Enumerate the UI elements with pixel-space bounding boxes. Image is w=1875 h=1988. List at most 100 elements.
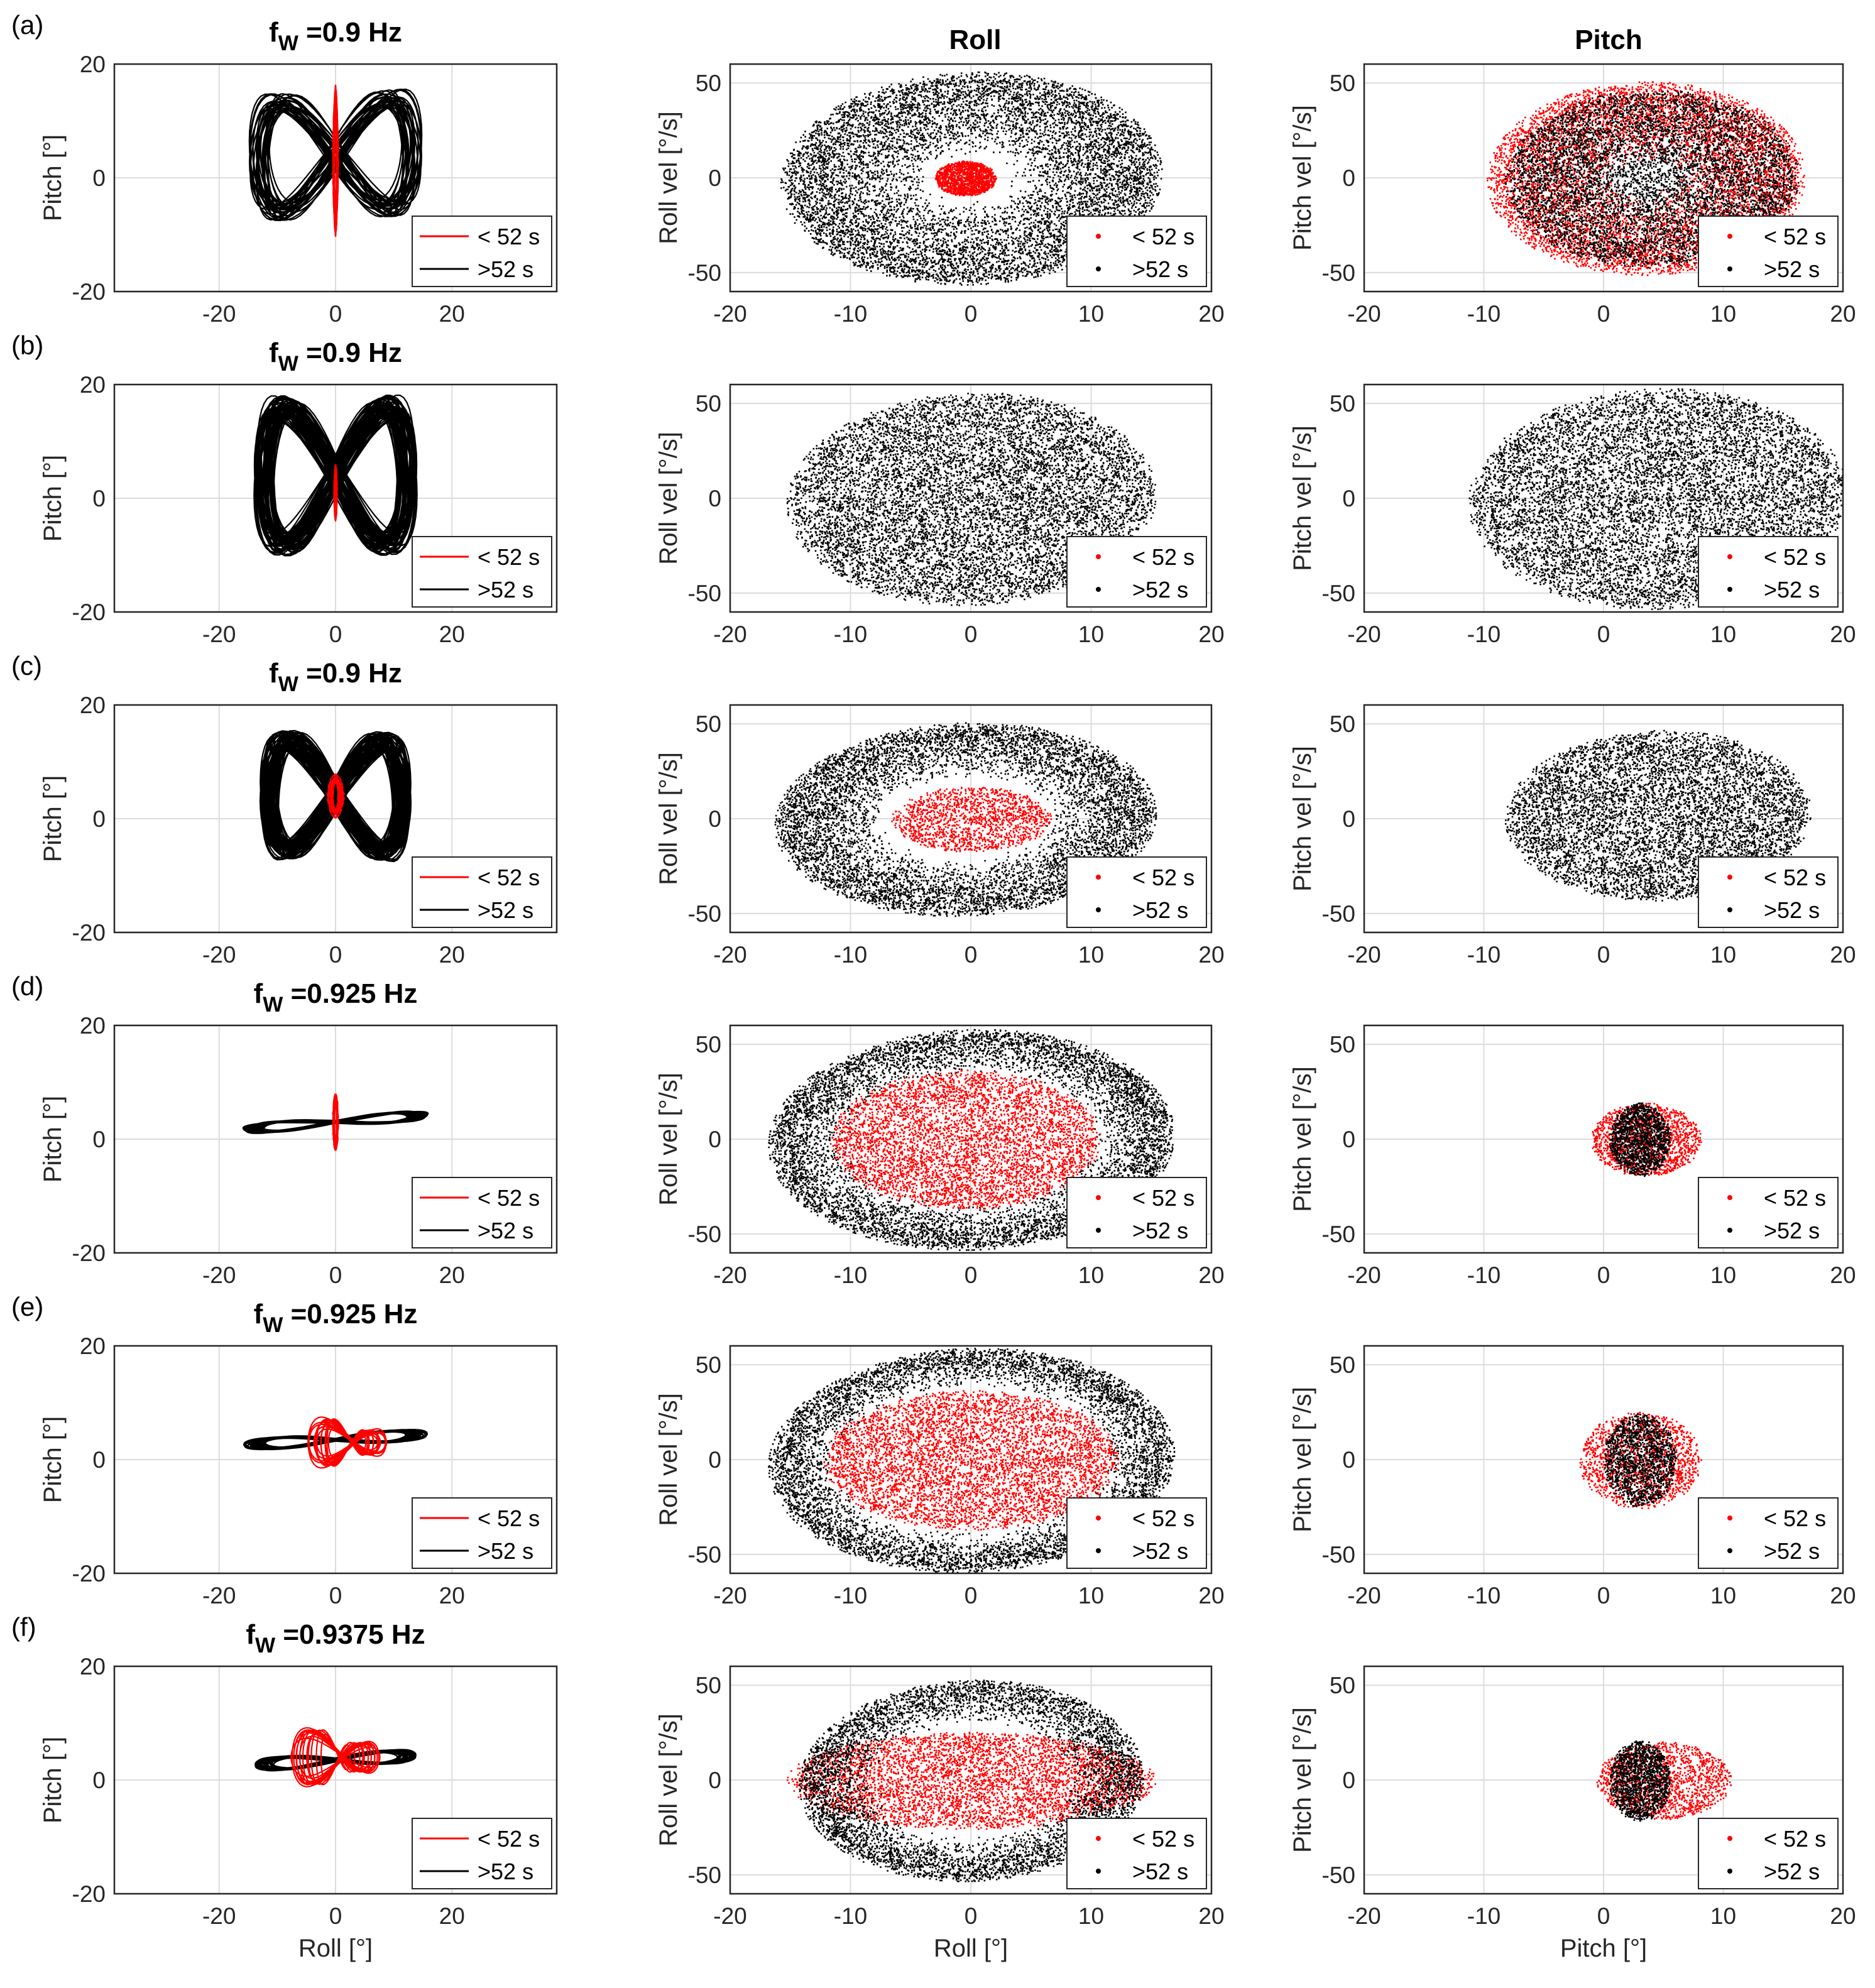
legend-entry-black-swatch xyxy=(1096,907,1101,912)
x-tick-label: 10 xyxy=(1710,1903,1736,1929)
y-tick-label: 50 xyxy=(696,70,721,96)
legend-entry-red-label: < 52 s xyxy=(478,1185,540,1211)
legend: < 52 s >52 s xyxy=(1066,1497,1207,1569)
y-tick-label: 50 xyxy=(1330,1352,1355,1378)
figure-row: (b) fW =0.9 Hz -20 0 20 -20 0 20 Pitch [°] < 52 s… xyxy=(11,330,1856,647)
legend-box xyxy=(412,856,552,928)
y-tick-label: -50 xyxy=(1322,1542,1355,1568)
x-tick-label: 0 xyxy=(965,301,978,327)
y-tick-label: -50 xyxy=(688,260,721,286)
legend-entry-black-swatch xyxy=(1096,587,1101,592)
x-tick-label: -10 xyxy=(834,1583,867,1608)
x-tick-label: -20 xyxy=(713,621,746,647)
series-black-points xyxy=(786,393,1157,606)
x-tick-label: -10 xyxy=(1467,1903,1501,1929)
x-tick-label: 0 xyxy=(329,942,342,968)
axes-box xyxy=(1363,1345,1844,1575)
subplot-4-1: -20 -10 0 10 20 -50 0 50 Roll vel [°/s] < 52 s >52… xyxy=(655,1345,1225,1608)
x-tick-label: 10 xyxy=(1078,301,1104,327)
legend-entry-red-label: < 52 s xyxy=(1764,1826,1826,1852)
series-red-line xyxy=(333,464,338,522)
title-f: f xyxy=(246,1619,255,1650)
x-tick-label: 10 xyxy=(1710,1262,1736,1288)
legend: < 52 s >52 s xyxy=(1698,1818,1839,1889)
figure-row: (c) fW =0.9 Hz -20 0 20 -20 0 20 Pitch [°] < 52 s… xyxy=(11,651,1856,968)
series-red-line xyxy=(307,1416,388,1469)
legend: < 52 s >52 s xyxy=(1066,1177,1207,1248)
legend-box xyxy=(1066,216,1207,287)
panel-label: (c) xyxy=(11,651,42,680)
x-tick-label: -20 xyxy=(1347,621,1380,647)
legend-entry-red-label: < 52 s xyxy=(478,865,540,890)
y-tick-label: -50 xyxy=(688,1862,721,1888)
legend-entry-black-label: >52 s xyxy=(478,1538,533,1564)
panel-title: fW =0.9 Hz xyxy=(269,658,402,696)
x-tick-label: -20 xyxy=(1347,1262,1380,1288)
y-tick-label: 50 xyxy=(696,1673,721,1698)
series-group xyxy=(1505,729,1812,902)
x-tick-label: -20 xyxy=(202,1262,236,1288)
y-axis-label: Pitch [°] xyxy=(39,1096,67,1182)
y-tick-label: 50 xyxy=(1330,711,1355,737)
x-tick-label: 20 xyxy=(1830,621,1856,647)
legend-entry-black-swatch xyxy=(1096,1228,1101,1233)
x-tick-label: 0 xyxy=(1597,301,1610,327)
legend-entry-black-label: >52 s xyxy=(1764,256,1820,282)
legend-entry-red-swatch xyxy=(1727,554,1732,559)
x-tick-label: -20 xyxy=(202,621,236,647)
title-frequency: =0.9 Hz xyxy=(298,337,402,368)
y-tick-label: -50 xyxy=(1322,260,1355,286)
legend-entry-red-label: < 52 s xyxy=(478,544,540,570)
y-tick-label: 0 xyxy=(708,165,721,191)
legend-entry-red-swatch xyxy=(1727,234,1732,239)
series-black-line xyxy=(248,88,423,222)
y-tick-label: 0 xyxy=(92,1447,106,1473)
series-red-points xyxy=(1487,81,1805,276)
x-tick-label: 0 xyxy=(1597,1903,1610,1929)
x-tick-label: 10 xyxy=(1078,942,1104,968)
x-tick-label: -20 xyxy=(202,1583,236,1608)
y-tick-label: 50 xyxy=(696,1352,721,1378)
x-tick-label: 10 xyxy=(1710,1583,1736,1608)
title-frequency: =0.9 Hz xyxy=(298,17,402,48)
y-tick-label: 0 xyxy=(708,1767,721,1793)
series-red-points xyxy=(934,160,997,197)
x-tick-label: 0 xyxy=(965,1903,978,1929)
series-red-points xyxy=(823,1390,1119,1531)
y-axis-label: Roll vel [°/s] xyxy=(655,1393,682,1526)
x-tick-label: 20 xyxy=(1198,942,1224,968)
series-black-points xyxy=(774,722,1157,917)
series-group xyxy=(248,84,423,238)
x-tick-label: 0 xyxy=(965,1262,978,1288)
y-tick-label: -20 xyxy=(72,1881,106,1907)
legend: < 52 s >52 s xyxy=(1698,536,1839,608)
y-tick-label: 0 xyxy=(1342,1767,1355,1793)
legend-box xyxy=(1698,216,1839,287)
x-tick-label: -10 xyxy=(1467,621,1501,647)
x-tick-label: -20 xyxy=(202,301,236,327)
panel-label: (a) xyxy=(11,10,43,40)
x-tick-label: 0 xyxy=(1597,1583,1610,1608)
subplot-3-2: -20 -10 0 10 20 -50 0 50 Pitch vel [°/s] < 52 s >5… xyxy=(1289,1024,1856,1288)
legend-box xyxy=(1066,1177,1207,1248)
series-black-points xyxy=(768,1029,1174,1251)
axes-box xyxy=(729,1665,1213,1895)
legend: < 52 s >52 s xyxy=(1698,1497,1839,1569)
x-tick-label: 20 xyxy=(1830,1262,1856,1288)
x-tick-label: -10 xyxy=(1467,942,1501,968)
x-tick-label: 0 xyxy=(965,1583,978,1608)
y-axis-label: Pitch vel [°/s] xyxy=(1289,105,1316,251)
y-tick-label: -50 xyxy=(688,581,721,606)
title-f: f xyxy=(269,337,278,368)
x-tick-label: 20 xyxy=(1830,301,1856,327)
legend-entry-red-swatch xyxy=(1727,875,1732,880)
legend-entry-black-swatch xyxy=(1727,587,1732,592)
y-tick-label: 20 xyxy=(80,692,106,718)
subplot-5-2: -20 -10 0 10 20 -50 0 50 Pitch vel [°/s] Pitch [°… xyxy=(1289,1665,1856,1962)
legend-entry-red-label: < 52 s xyxy=(478,1505,540,1531)
legend-entry-red-swatch xyxy=(1727,1836,1732,1841)
legend-box xyxy=(412,1177,552,1248)
axes-box xyxy=(113,63,558,293)
legend-entry-black-swatch xyxy=(1727,907,1732,912)
